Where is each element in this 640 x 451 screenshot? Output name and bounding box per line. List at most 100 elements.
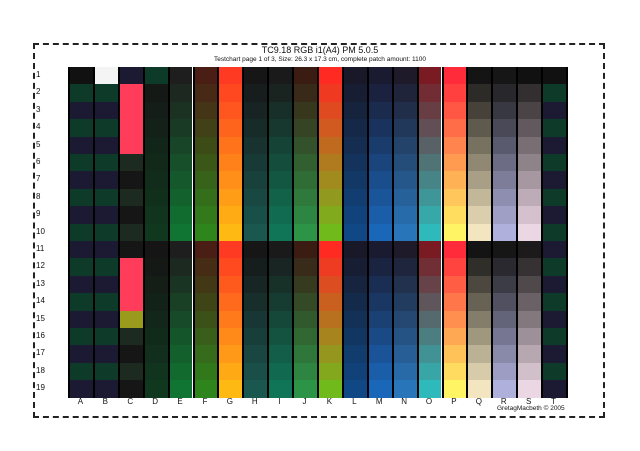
color-patch: [468, 84, 492, 103]
color-patch: [194, 119, 218, 138]
color-patch: [319, 119, 342, 138]
color-patch: [443, 67, 467, 85]
color-patch: [269, 101, 293, 120]
color-patch: [119, 258, 143, 277]
color-patch: [343, 136, 367, 155]
color-patch: [119, 362, 143, 381]
column-label: I: [278, 397, 281, 406]
column-label: M: [375, 397, 383, 406]
color-patch: [418, 362, 442, 381]
color-patch: [244, 258, 268, 277]
color-patch: [194, 345, 218, 364]
column-separator: [292, 67, 295, 398]
column-separator: [317, 67, 319, 398]
color-patch: [119, 101, 143, 120]
row-label: 6: [36, 157, 41, 166]
color-patch: [94, 67, 118, 85]
column-label: G: [226, 397, 233, 406]
color-patch: [518, 275, 542, 294]
color-patch: [518, 101, 542, 120]
color-patch: [219, 362, 243, 381]
color-patch: [368, 258, 392, 277]
column-separator: [192, 67, 195, 398]
color-patch: [244, 101, 268, 120]
color-patch: [219, 67, 243, 85]
color-patch: [70, 258, 93, 277]
color-patch: [543, 84, 566, 103]
color-patch: [319, 328, 342, 346]
column-label: C: [127, 397, 134, 406]
column-label: B: [102, 397, 109, 406]
color-patch: [418, 293, 442, 312]
color-patch: [418, 328, 442, 346]
color-patch: [219, 188, 243, 207]
color-patch: [319, 310, 342, 329]
color-patch: [418, 206, 442, 225]
color-patch: [94, 345, 118, 364]
row-label: 12: [36, 261, 45, 271]
color-patch: [393, 101, 417, 120]
color-patch: [194, 293, 218, 312]
color-patch: [219, 136, 243, 155]
color-patch: [94, 119, 118, 138]
column-label: D: [152, 397, 159, 406]
color-patch: [518, 136, 542, 155]
color-patch: [269, 188, 293, 207]
color-patch: [169, 328, 193, 346]
color-patch: [319, 258, 342, 277]
color-patch: [319, 293, 342, 312]
color-patch: [493, 206, 517, 225]
color-patch: [319, 380, 342, 399]
color-patch: [543, 310, 566, 329]
color-patch: [418, 84, 442, 103]
color-patch: [468, 119, 492, 138]
color-patch: [70, 328, 93, 346]
color-patch: [468, 258, 492, 277]
color-patch: [219, 84, 243, 103]
color-patch: [443, 119, 467, 138]
color-patch: [443, 380, 467, 399]
color-patch: [244, 328, 268, 346]
color-patch: [368, 328, 392, 346]
row-label: 15: [36, 313, 45, 323]
color-patch: [70, 136, 93, 155]
color-patch: [269, 67, 293, 85]
color-patch: [393, 206, 417, 225]
color-patch: [368, 362, 392, 381]
row-label: 13: [36, 278, 45, 288]
color-patch: [119, 171, 143, 190]
color-patch: [244, 119, 268, 138]
color-patch: [418, 101, 442, 120]
color-patch: [319, 206, 342, 225]
color-patch: [194, 101, 218, 120]
color-patch: [144, 67, 168, 85]
color-patch: [144, 328, 168, 346]
color-patch: [418, 345, 442, 364]
color-patch: [468, 345, 492, 364]
color-patch: [244, 241, 268, 259]
color-patch: [368, 241, 392, 259]
column-label: R: [500, 397, 507, 406]
color-patch: [144, 275, 168, 294]
color-patch: [543, 293, 566, 312]
color-patch: [94, 136, 118, 155]
color-patch: [319, 171, 342, 190]
color-patch: [269, 119, 293, 138]
color-patch: [468, 275, 492, 294]
color-patch: [493, 67, 517, 85]
color-patch: [119, 328, 143, 346]
color-patch: [244, 293, 268, 312]
color-patch: [319, 67, 342, 85]
color-patch: [269, 258, 293, 277]
color-patch: [368, 67, 392, 85]
column-separator: [491, 67, 494, 398]
color-patch: [393, 345, 417, 364]
color-patch: [94, 362, 118, 381]
color-patch: [144, 362, 168, 381]
color-patch: [393, 84, 417, 103]
color-patch: [468, 188, 492, 207]
color-patch: [518, 293, 542, 312]
color-patch: [543, 119, 566, 138]
color-patch: [518, 223, 542, 242]
color-patch: [493, 328, 517, 346]
